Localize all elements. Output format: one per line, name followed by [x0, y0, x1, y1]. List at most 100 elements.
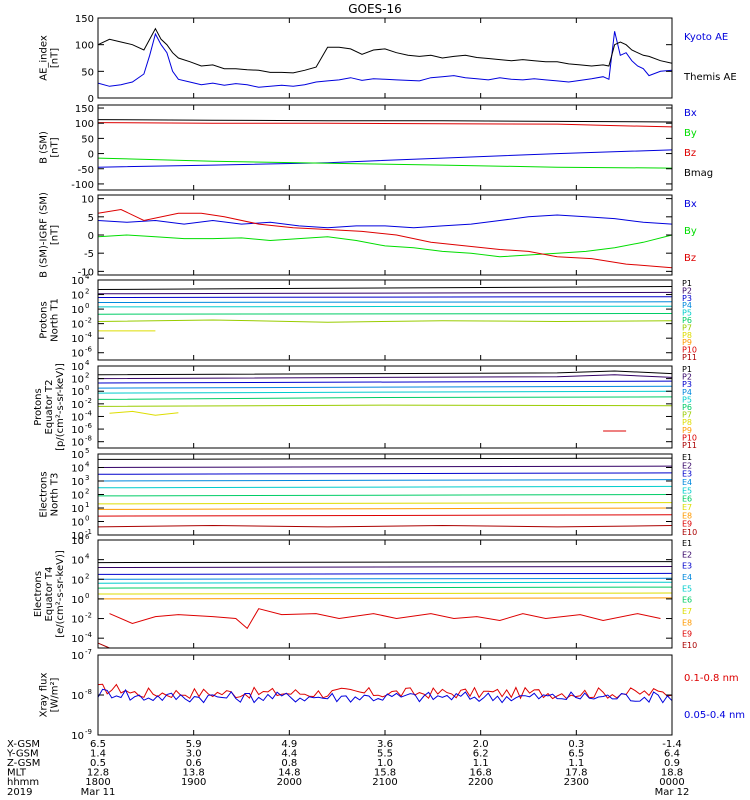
y-tick-label: 10: [71, 400, 84, 411]
chart-title: GOES-16: [348, 2, 402, 16]
legend-electrons_t4-e5: E5: [682, 584, 692, 593]
y-axis-label: Xray flux: [39, 673, 50, 718]
series-electrons_t4-e7: [97, 592, 673, 595]
y-tick-label: 10: [71, 349, 84, 360]
series-xray-0-1-0-8-nm: [97, 683, 673, 700]
y-tick-exponent: 6: [85, 533, 90, 541]
legend-electrons_t3-e2: E2: [682, 461, 692, 470]
y-tick-exponent: -2: [85, 397, 92, 405]
y-axis-label: Protons: [33, 388, 44, 425]
ephemeris-value: 2.0: [473, 739, 489, 750]
y-tick-exponent: 4: [85, 359, 90, 367]
panel-frame: [97, 104, 673, 191]
series-electrons_t4-e6: [97, 586, 673, 589]
y-tick-label: 50: [81, 67, 94, 78]
year-label: 2019: [7, 787, 32, 798]
y-tick-label: 10: [71, 615, 84, 626]
y-tick-label: -10: [78, 267, 94, 278]
series-electrons_t3-e9: [97, 514, 673, 517]
y-tick-label: 10: [71, 464, 84, 475]
y-tick-exponent: -4: [85, 631, 93, 639]
series-electrons_t3-e5: [97, 485, 673, 489]
ephemeris-value: 5.5: [377, 749, 393, 760]
y-tick-exponent: -8: [85, 435, 92, 443]
series-protons_t2-p1: [97, 370, 673, 376]
legend-protons_t1-p2: P2: [682, 286, 692, 295]
series-electrons_t3-e4: [97, 479, 673, 482]
legend-electrons_t4-e9: E9: [682, 630, 692, 639]
y-axis-label: AE_index: [39, 35, 50, 81]
y-axis-label: North T3: [50, 473, 61, 517]
series-electrons_t3-e3: [97, 472, 673, 475]
ephemeris-value: 2000: [277, 777, 302, 788]
x-axis-ephemeris: X-GSM 6.5 5.9 4.9 3.6 2.0 0.3 -1.4 Y-GSM 1.4 3.0 4.…: [6, 739, 689, 798]
y-tick-label: 150: [75, 14, 94, 25]
series-electrons_t4-e9: [109, 608, 661, 630]
series-bigrf-bx: [97, 214, 673, 229]
series-bsm-bx: [97, 149, 673, 168]
ephemeris-value: 3.6: [377, 739, 393, 750]
series-electrons_t3-e6: [97, 494, 673, 497]
y-tick-label: 10: [71, 731, 84, 742]
y-tick-label: 10: [71, 425, 84, 436]
legend-ae-kyoto-ae: Kyoto AE: [684, 32, 728, 43]
panel-frame: [97, 17, 673, 99]
legend-bigrf-bz: Bz: [684, 253, 696, 264]
y-tick-exponent: 2: [85, 288, 89, 296]
series-protons_t2-p2: [97, 374, 673, 380]
ephemeris-value: 13.8: [183, 768, 205, 779]
legend-electrons_t3-e3: E3: [682, 470, 692, 479]
y-tick-label: 10: [71, 491, 84, 502]
y-axis-label: B (SM)-IGRF (SM): [39, 192, 50, 278]
panel-bsm: -100 -50 0 50 100 150 B (SM) [nT] Bx By Bz Bmag: [39, 104, 714, 191]
y-tick-label: 10: [71, 634, 84, 645]
y-tick-exponent: 1: [85, 501, 89, 509]
y-tick-label: 100: [75, 119, 94, 130]
y-tick-label: -100: [71, 180, 94, 191]
y-tick-label: 10: [71, 536, 84, 547]
legend-electrons_t4-e6: E6: [682, 596, 692, 605]
series-bsm-by: [97, 157, 673, 169]
y-axis-label: [p/(cm²-s-sr-keV)]: [55, 363, 66, 451]
ephemeris-value: 6.2: [473, 749, 489, 760]
legend-protons_t2-p10: P10: [682, 433, 697, 442]
y-tick-label: -5: [84, 249, 94, 260]
ephemeris-value: 15.8: [374, 768, 396, 779]
series-bsm-bz: [97, 122, 673, 128]
ephemeris-value: 0.5: [90, 758, 106, 769]
y-tick-label: 10: [71, 438, 84, 449]
y-tick-exponent: 2: [85, 372, 89, 380]
ephemeris-value: 0.6: [186, 758, 202, 769]
y-tick-label: 10: [71, 477, 84, 488]
y-tick-label: 0: [88, 150, 94, 161]
legend-electrons_t3-e4: E4: [682, 478, 692, 487]
y-tick-label: 10: [71, 375, 84, 386]
y-tick-label: 10: [71, 276, 84, 287]
series-protons_t1-p3: [97, 296, 673, 298]
legend-protons_t1-p6: P6: [682, 316, 692, 325]
y-tick-exponent: 3: [85, 474, 89, 482]
y-tick-label: 10: [71, 305, 84, 316]
y-tick-label: 0: [88, 94, 94, 105]
legend-bigrf-by: By: [684, 226, 697, 237]
ephemeris-value: -1.4: [662, 739, 682, 750]
series-bigrf-bz: [97, 208, 673, 269]
ephemeris-value: 2300: [564, 777, 589, 788]
series-electrons_t4-e3: [97, 572, 673, 575]
y-tick-label: 5: [88, 213, 94, 224]
series-protons_t2-p5: [97, 390, 673, 394]
legend-protons_t1-p1: P1: [682, 279, 692, 288]
y-tick-exponent: 4: [85, 461, 90, 469]
y-tick-label: 10: [71, 651, 84, 662]
ephemeris-value: 6.5: [90, 739, 106, 750]
series-electrons_t3-e10: [97, 524, 673, 528]
y-tick-exponent: -4: [85, 409, 93, 417]
y-tick-label: 10: [71, 450, 84, 461]
series-xray-0-05-0-4-nm: [97, 688, 673, 704]
ephemeris-value: 12.8: [87, 768, 109, 779]
series-protons_t1-p4: [97, 301, 673, 303]
series-electrons_t4-e1: [97, 561, 673, 564]
